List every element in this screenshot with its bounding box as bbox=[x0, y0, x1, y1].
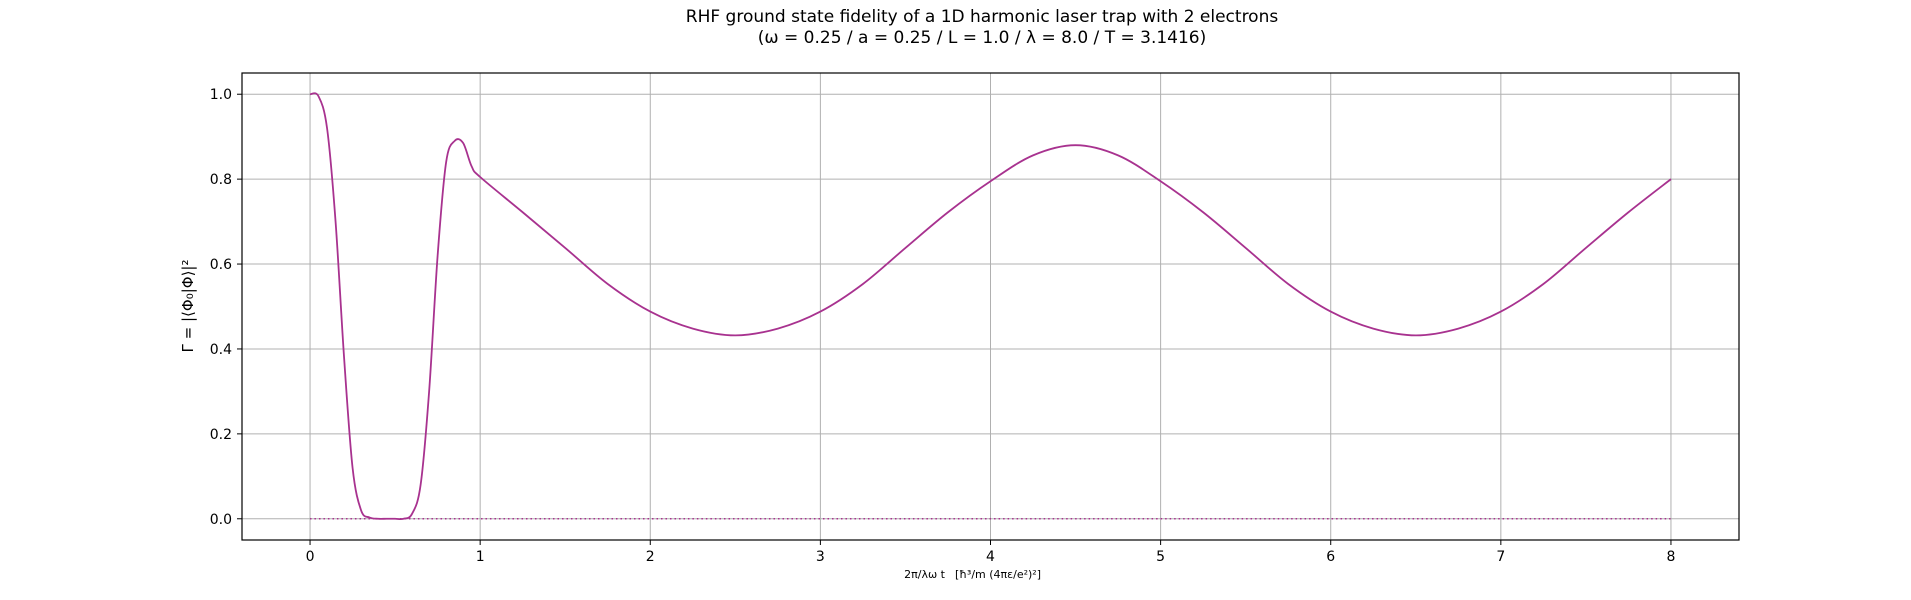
data-series bbox=[309, 92, 1672, 521]
y-axis-label: Γ = |⟨Φ₀|Φ⟩|² bbox=[179, 260, 197, 353]
y-tick-label: 0.4 bbox=[210, 342, 232, 358]
x-tick-label: 2 bbox=[646, 549, 655, 565]
y-tick-label: 0.6 bbox=[210, 257, 232, 273]
x-axis-label-units: [ħ³/m (4πε/e²)²] bbox=[955, 568, 1041, 581]
x-tick-label: 7 bbox=[1496, 549, 1505, 565]
x-tick-label: 5 bbox=[1156, 549, 1165, 565]
x-tick-label: 1 bbox=[476, 549, 485, 565]
fidelity-curve-line bbox=[309, 92, 1672, 521]
axis-ticks: 0 1 2 3 4 5 6 7 8 0.0 0.2 0.4 0.6 0.8 1.0 bbox=[210, 87, 1676, 565]
y-axis-label-text: Γ = |⟨Φ₀|Φ⟩|² bbox=[179, 260, 197, 353]
x-axis-label-main: 2π/λω t bbox=[904, 568, 946, 581]
y-tick-label: 0.0 bbox=[210, 512, 232, 528]
y-tick-label: 0.2 bbox=[210, 427, 232, 443]
plot-frame bbox=[241, 72, 1740, 541]
x-tick-label: 4 bbox=[986, 549, 995, 565]
chart-title-line-2: (ω = 0.25 / a = 0.25 / L = 1.0 / λ = 8.0… bbox=[758, 28, 1207, 48]
x-tick-label: 8 bbox=[1666, 549, 1675, 565]
y-tick-label: 1.0 bbox=[210, 87, 232, 103]
x-tick-label: 6 bbox=[1326, 549, 1335, 565]
x-tick-label: 0 bbox=[306, 549, 315, 565]
x-axis-label: 2π/λω t [ħ³/m (4πε/e²)²] bbox=[904, 568, 1041, 581]
y-tick-label: 0.8 bbox=[210, 172, 232, 188]
x-tick-label: 3 bbox=[816, 549, 825, 565]
chart-title-line-1: RHF ground state fidelity of a 1D harmon… bbox=[686, 7, 1279, 27]
